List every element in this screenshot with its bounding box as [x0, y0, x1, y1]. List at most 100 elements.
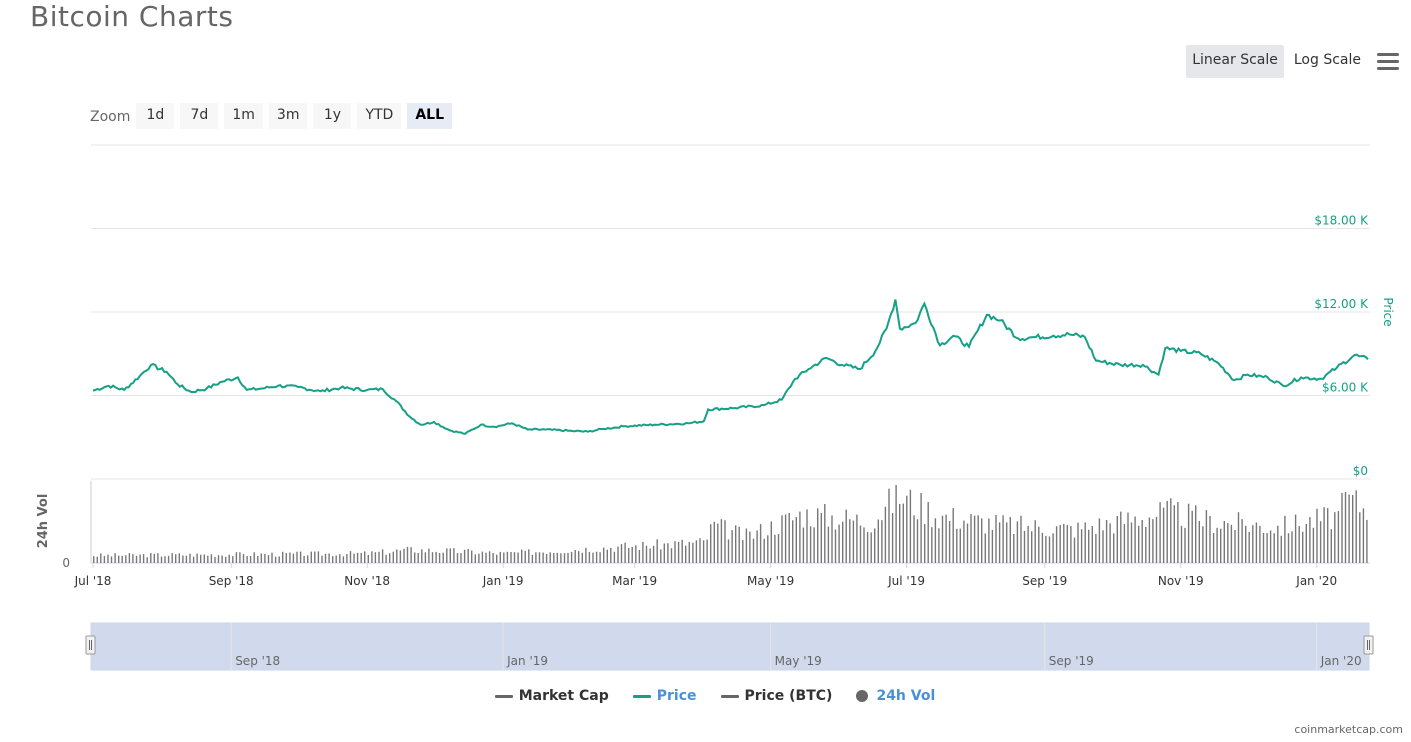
- volume-bar: [1223, 521, 1225, 563]
- zoom-1m-button[interactable]: 1m: [224, 103, 263, 129]
- volume-bar: [524, 550, 526, 563]
- volume-bar: [1277, 525, 1279, 563]
- zoom-all-button[interactable]: ALL: [407, 103, 453, 129]
- volume-bar: [599, 552, 601, 563]
- zoom-1d-button[interactable]: 1d: [136, 103, 175, 129]
- volume-bar: [1341, 492, 1343, 563]
- volume-bar: [563, 553, 566, 563]
- volume-bar: [670, 548, 673, 563]
- volume-bar: [1091, 526, 1093, 563]
- volume-bar: [282, 551, 284, 563]
- zoom-ytd-button[interactable]: YTD: [357, 103, 402, 129]
- volume-bar: [214, 557, 216, 563]
- volume-bar: [1070, 526, 1072, 563]
- volume-bar: [1255, 522, 1258, 563]
- log-scale-button[interactable]: Log Scale: [1288, 45, 1367, 78]
- volume-bar: [1330, 529, 1332, 563]
- volume-bar: [649, 548, 651, 563]
- volume-bar: [1355, 490, 1357, 563]
- volume-bar: [296, 551, 298, 563]
- volume-bar: [146, 557, 148, 563]
- x-tick-label: Sep '18: [209, 574, 254, 588]
- volume-bar: [1319, 521, 1322, 563]
- volume-bar: [349, 551, 352, 563]
- price-tick-label: $18.00 K: [1314, 214, 1369, 228]
- price-series-line: [92, 299, 1369, 435]
- navigator-right-handle[interactable]: [1363, 635, 1374, 655]
- volume-bar: [660, 549, 662, 563]
- zoom-1y-button[interactable]: 1y: [313, 103, 352, 129]
- volume-bar: [1162, 507, 1165, 563]
- volume-bar: [948, 520, 951, 563]
- volume-bar: [175, 554, 177, 563]
- volume-bar: [392, 551, 394, 563]
- hamburger-menu-icon[interactable]: [1377, 52, 1399, 71]
- volume-bar: [817, 508, 819, 563]
- navigator-tick-label: Jan '20: [1320, 654, 1362, 668]
- volume-bar: [756, 530, 758, 563]
- volume-bar: [260, 553, 262, 563]
- volume-bar: [560, 553, 562, 563]
- volume-bar: [809, 526, 812, 563]
- linear-scale-button[interactable]: Linear Scale: [1186, 45, 1284, 78]
- volume-bar: [307, 555, 309, 563]
- volume-bar: [1248, 531, 1250, 563]
- credits-link[interactable]: coinmarketcap.com: [1294, 723, 1403, 736]
- volume-bar: [474, 554, 476, 563]
- volume-bar: [549, 552, 551, 563]
- x-tick-label: Jan '19: [482, 574, 524, 588]
- volume-bar: [335, 555, 337, 563]
- volume-bar: [289, 552, 291, 563]
- volume-bar: [264, 553, 266, 563]
- volume-bar: [1063, 523, 1065, 563]
- volume-bar: [1294, 514, 1297, 563]
- legend-line-icon: [494, 694, 513, 698]
- volume-bar: [381, 549, 384, 563]
- volume-bar: [278, 556, 280, 563]
- volume-bar: [538, 552, 541, 563]
- volume-bar: [667, 543, 669, 563]
- volume-bar: [1245, 525, 1247, 563]
- volume-bar: [1098, 518, 1101, 563]
- volume-bar: [781, 515, 783, 563]
- volume-bar: [1359, 512, 1361, 563]
- volume-bar: [545, 554, 548, 563]
- volume-bar: [1109, 523, 1111, 563]
- volume-bar: [1269, 530, 1272, 563]
- volume-bar: [403, 548, 405, 563]
- legend-price[interactable]: Price: [632, 688, 697, 704]
- volume-bar: [1116, 516, 1118, 563]
- volume-axis-title: 24h Vol: [36, 494, 51, 549]
- zoom-3m-button[interactable]: 3m: [268, 103, 308, 129]
- volume-bars: [93, 485, 1368, 563]
- volume-bar: [806, 509, 808, 563]
- volume-bar: [100, 553, 102, 563]
- navigator-left-handle[interactable]: [85, 635, 96, 655]
- volume-bar: [128, 553, 131, 563]
- volume-bar: [528, 549, 530, 563]
- volume-bar: [414, 552, 416, 563]
- volume-bar: [1127, 512, 1129, 563]
- volume-bar: [845, 509, 847, 563]
- volume-bar: [1148, 517, 1151, 563]
- legend-price-btc[interactable]: Price (BTC): [720, 688, 833, 704]
- volume-bar: [364, 551, 366, 563]
- volume-bar: [931, 527, 933, 563]
- legend-label: Price (BTC): [744, 688, 833, 704]
- volume-bar: [303, 556, 305, 563]
- volume-bar: [399, 550, 402, 563]
- volume-bar: [998, 522, 1001, 563]
- volume-bar: [1291, 531, 1293, 563]
- volume-bar: [428, 548, 430, 563]
- volume-bar: [1198, 521, 1200, 563]
- volume-bar: [1327, 508, 1329, 563]
- volume-bar: [645, 545, 648, 563]
- volume-bar: [232, 556, 234, 563]
- legend-24h-vol[interactable]: 24h Vol: [856, 688, 935, 704]
- volume-bar: [449, 548, 451, 563]
- volume-bar: [820, 512, 822, 563]
- legend-market-cap[interactable]: Market Cap: [494, 688, 609, 704]
- zoom-7d-button[interactable]: 7d: [180, 103, 219, 129]
- volume-bar: [613, 551, 616, 563]
- volume-bar: [988, 518, 990, 563]
